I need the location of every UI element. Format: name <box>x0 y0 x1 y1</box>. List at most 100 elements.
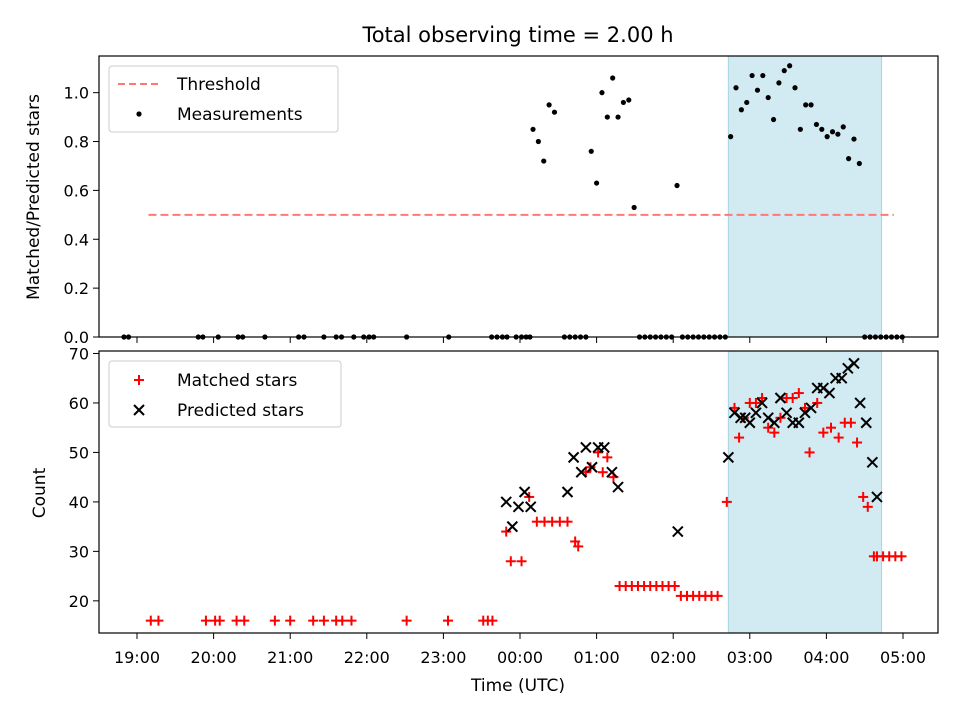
y-tick-label: 70 <box>69 344 89 363</box>
x-tick-label: 20:00 <box>191 648 237 667</box>
predicted-legend-label: Predicted stars <box>177 401 304 421</box>
y-tick-label: 0.8 <box>64 133 89 152</box>
measurement-point <box>803 102 809 108</box>
predicted-star-point-b <box>750 407 762 419</box>
measurement-point <box>792 85 798 91</box>
shaded-interval <box>727 55 883 338</box>
measurement-point <box>535 138 541 145</box>
x-tick-label: 22:00 <box>344 648 390 667</box>
measurements-legend-label: Measurements <box>177 105 303 125</box>
measurement-point <box>749 72 755 79</box>
predicted-star-point-b <box>575 466 587 478</box>
predicted-star-point-b <box>525 501 537 513</box>
measurement-point <box>765 94 771 101</box>
predicted-star-point-b <box>756 397 768 409</box>
predicted-star-point-b <box>728 407 741 419</box>
predicted-star-point-b <box>836 372 848 384</box>
top-panel: 0.0 0.2 0.4 0.6 0.8 1.0 Matched/Predicted sta… <box>24 55 939 347</box>
predicted-star-point-b <box>606 466 618 478</box>
measurements-legend-swatch <box>136 111 142 117</box>
y-tick-label: 30 <box>69 542 89 561</box>
top-legend-box <box>108 65 339 133</box>
x-tick-label: 00:00 <box>497 648 543 667</box>
predicted-star-point-b <box>823 387 836 399</box>
measurement-point <box>674 182 680 189</box>
predicted-star-point-b <box>860 417 872 429</box>
x-tick-label: 21:00 <box>267 648 313 667</box>
measurement-point <box>733 85 739 91</box>
y-tick-label: 40 <box>69 493 89 512</box>
measurement-point <box>626 97 632 103</box>
predicted-star-point-b <box>768 417 781 429</box>
predicted-star-point-b <box>518 486 531 498</box>
predicted-star-point-b <box>586 461 598 473</box>
predicted-star-point-b <box>854 397 866 409</box>
bottom-xlabel: Time (UTC) <box>470 676 565 696</box>
measurement-point <box>835 131 841 137</box>
predicted-star-point-b <box>780 407 793 419</box>
measurement-point <box>829 129 836 135</box>
bottom-ylabel: Count <box>30 467 50 518</box>
bottom-legend-box <box>108 360 342 428</box>
top-axes-frame <box>98 55 939 338</box>
measurement-point <box>530 126 536 132</box>
measurement-point <box>846 156 852 162</box>
x-tick-label: 19:00 <box>114 648 160 667</box>
measurement-point <box>631 204 637 211</box>
predicted-star-point-b <box>817 382 830 394</box>
measurement-point <box>840 124 846 130</box>
measurement-point <box>781 68 787 74</box>
measurement-point <box>541 158 547 164</box>
predicted-star-point-b <box>567 451 580 464</box>
measurement-point <box>770 116 777 123</box>
predicted-star-point-b <box>580 441 592 454</box>
measurement-point <box>594 180 600 186</box>
y-tick-label: 50 <box>69 443 89 462</box>
predicted-star-point-b <box>866 456 879 469</box>
measurement-point <box>615 114 621 120</box>
predicted-star-point-b <box>561 486 574 498</box>
measurement-point <box>797 126 803 132</box>
measurement-point <box>808 102 814 108</box>
predicted-star-point-b <box>500 496 512 508</box>
measurement-point <box>588 148 594 154</box>
measurement-point <box>813 121 820 128</box>
measurement-point <box>546 102 552 108</box>
shaded-interval <box>727 350 883 634</box>
measurement-point <box>760 72 766 79</box>
x-tick-label: 02:00 <box>650 648 696 667</box>
predicted-star-point-b <box>774 392 787 404</box>
predicted-star-point-b <box>722 451 735 464</box>
y-tick-label: 0.2 <box>64 279 89 298</box>
predicted-star-point-b <box>734 412 747 424</box>
predicted-star-point-b <box>848 357 860 370</box>
predicted-star-point-b <box>512 501 525 513</box>
top-legend: Threshold Measurements <box>108 65 339 133</box>
predicted-star-point-b <box>598 441 610 454</box>
y-tick-label: 0.4 <box>64 230 89 249</box>
y-tick-label: 20 <box>69 592 89 611</box>
measurement-point <box>787 63 793 69</box>
bottom-panel: 20 30 40 50 60 70 19:00 20:00 21:00 22:00 23:00 00… <box>30 344 939 696</box>
predicted-star-point-b <box>672 525 684 538</box>
measurement-point <box>599 90 605 96</box>
x-tick-label: 03:00 <box>727 648 773 667</box>
measurement-point <box>604 114 610 120</box>
x-tick-label: 01:00 <box>574 648 620 667</box>
measurement-point <box>819 126 825 132</box>
measurement-point <box>856 160 862 167</box>
predicted-star-point-b <box>744 417 756 429</box>
measurement-point <box>610 75 616 81</box>
y-tick-label: 60 <box>69 394 89 413</box>
bottom-legend: Matched stars Predicted stars <box>108 360 342 428</box>
measurement-point <box>744 99 750 106</box>
matched-legend-label: Matched stars <box>177 371 297 391</box>
measurement-point <box>824 134 830 140</box>
x-tick-label: 23:00 <box>420 648 466 667</box>
predicted-star-point-b <box>612 481 624 493</box>
predicted-star-point-b <box>871 491 883 503</box>
top-ylabel: Matched/Predicted stars <box>24 94 44 300</box>
measurement-point <box>851 136 857 142</box>
x-tick-label: 05:00 <box>880 648 926 667</box>
